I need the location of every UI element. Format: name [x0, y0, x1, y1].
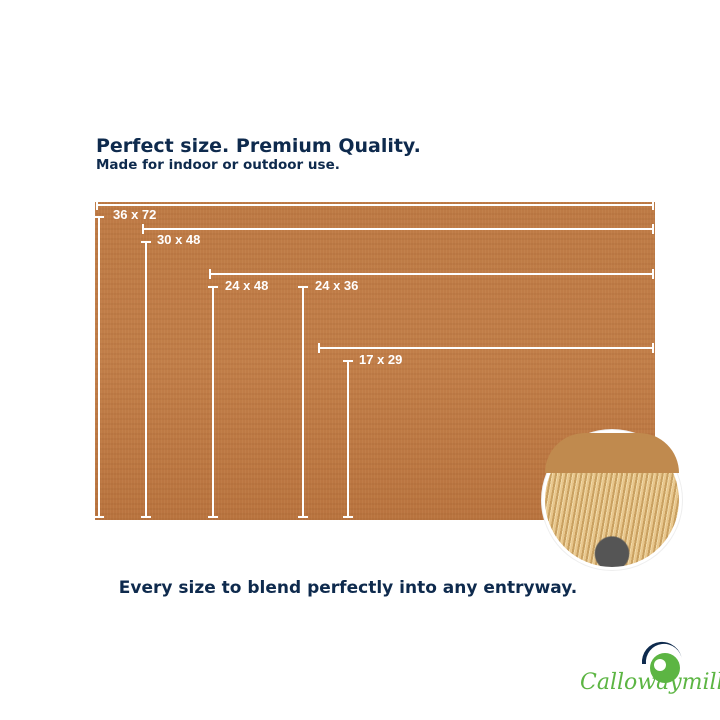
height-line-36x72: [94, 216, 104, 518]
size-label-24x36: 24 x 36: [315, 278, 359, 293]
subheadline: Made for indoor or outdoor use.: [96, 157, 340, 173]
size-label-36x72: 36 x 72: [113, 207, 157, 222]
coir-doormat-image: 36 x 72 30 x 48 24 x 48 24 x 36 17 x 29: [94, 200, 655, 520]
size-label-24x48: 24 x 48: [225, 278, 269, 293]
width-line-36x72: [96, 200, 654, 210]
width-line-17x29: [318, 343, 654, 353]
height-line-24x48: [208, 286, 218, 518]
height-line-30x48: [141, 241, 151, 518]
width-line-30x48: [142, 224, 654, 234]
height-line-24x36: [298, 286, 308, 518]
headline: Perfect size. Premium Quality.: [96, 135, 421, 157]
tagline: Every size to blend perfectly into any e…: [118, 578, 578, 598]
brand-logo-text: Callowaymills: [580, 670, 720, 695]
size-label-30x48: 30 x 48: [157, 232, 201, 247]
width-line-24x48: [209, 269, 654, 279]
size-label-17x29: 17 x 29: [359, 352, 403, 367]
height-line-17x29: [343, 360, 353, 518]
brand-logo-icon: [641, 641, 682, 683]
coir-fiber-closeup-image: [542, 430, 682, 570]
